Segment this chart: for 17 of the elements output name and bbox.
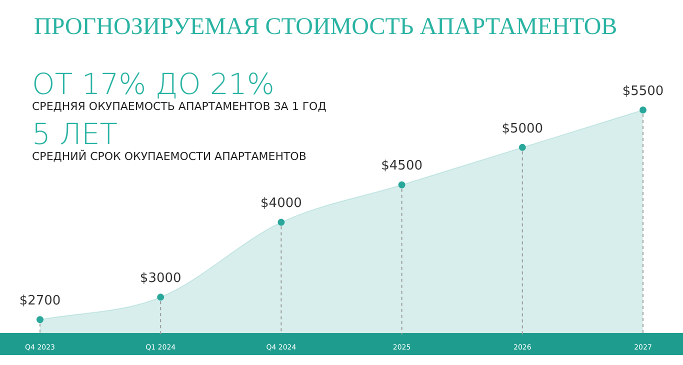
point — [36, 316, 44, 324]
data-label: $2700 — [19, 294, 61, 308]
text: ОТ 17% ДО 21% — [32, 67, 276, 101]
point — [157, 294, 164, 301]
annotation: 5 ЛЕТ — [32, 117, 119, 151]
data-label: $3000 — [140, 271, 182, 286]
annotation: СРЕДНЯЯ ОКУПАЕМОСТЬ АПАРТАМЕНТОВ ЗА 1 ГОД — [32, 100, 326, 114]
point — [398, 181, 406, 188]
point — [640, 106, 646, 114]
data-label: $5500 — [622, 84, 664, 99]
point — [518, 144, 526, 151]
chart-title: ПРОГНОЗИРУЕМАЯ СТОИМОСТЬ АПАРТАМЕНТОВ — [34, 14, 618, 41]
point — [278, 218, 285, 226]
annotation: СРЕДНИЙ СРОК ОКУПАЕМОСТИ АПАРТАМЕНТОВ — [32, 150, 308, 164]
data-label: $4500 — [381, 158, 422, 174]
data-label: $5000 — [502, 121, 544, 136]
data-label: $4000 — [260, 196, 302, 212]
